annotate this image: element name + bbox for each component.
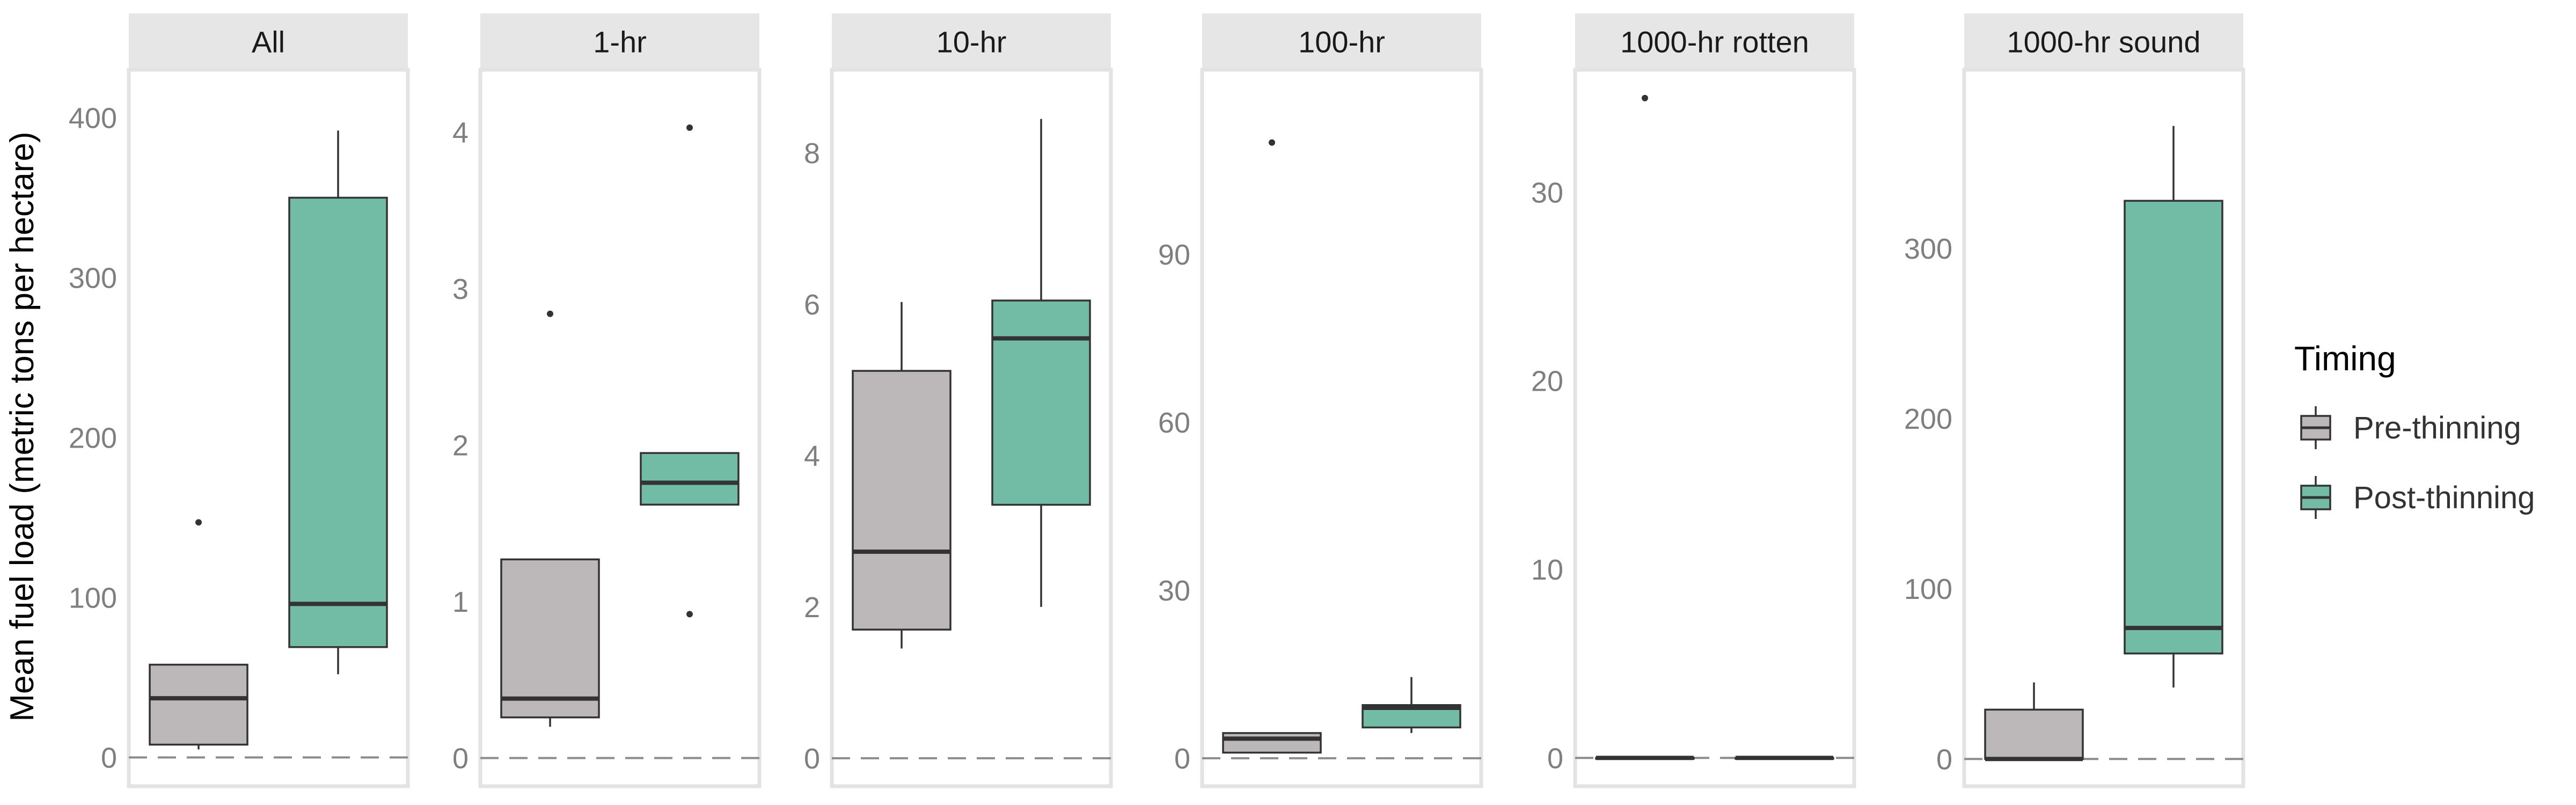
facet-strip (129, 13, 408, 70)
facet-panel-5: 1000-hr sound 0 100 200 300 (1904, 13, 2245, 788)
y-tick-label: 2 (804, 591, 820, 624)
facet-strip (832, 13, 1111, 70)
y-tick-label: 30 (1531, 177, 1563, 209)
box-iqr (1222, 732, 1322, 754)
y-tick-label: 10 (1531, 554, 1563, 586)
y-tick-label: 200 (69, 422, 117, 454)
facet-label: 1000-hr sound (2007, 25, 2200, 59)
box-iqr (640, 452, 740, 506)
box-pre-thinning (149, 519, 248, 750)
y-tick-label: 30 (1158, 575, 1190, 607)
box-pre-thinning (1984, 682, 2084, 762)
y-tick-label: 2 (452, 430, 469, 462)
y-tick-label: 0 (1174, 743, 1190, 775)
box-post-thinning (640, 124, 740, 618)
box-pre-thinning (500, 310, 600, 727)
facet-panel-2: 10-hr 0 2 4 6 8 (804, 13, 1113, 788)
y-tick-label: 0 (1547, 742, 1563, 774)
facet-label: All (252, 25, 285, 59)
outlier-point (195, 519, 202, 526)
y-tick-label: 20 (1531, 365, 1563, 398)
y-tick-label: 100 (69, 582, 117, 614)
box-post-thinning (1362, 677, 1461, 733)
legend-title: Timing (2294, 339, 2396, 378)
y-tick-label: 0 (101, 742, 117, 774)
outlier-point (686, 124, 693, 131)
facet-panel-4: 1000-hr rotten 0 10 20 30 (1531, 13, 1856, 788)
panel-border (1962, 68, 2245, 788)
box-post-thinning (1735, 756, 1834, 760)
y-tick-label: 60 (1158, 407, 1190, 439)
outlier-point (1269, 139, 1275, 146)
legend-key-pre-thinning (2300, 406, 2331, 449)
legend-key-post-thinning (2300, 476, 2331, 519)
box-iqr (149, 663, 248, 746)
y-tick-label: 300 (1904, 233, 1952, 265)
y-tick-label: 300 (69, 262, 117, 294)
y-tick-label: 90 (1158, 239, 1190, 271)
y-tick-label: 3 (452, 273, 469, 305)
facet-strip (480, 13, 759, 70)
y-tick-label: 6 (804, 289, 820, 321)
box-pre-thinning (1595, 94, 1695, 760)
facet-panel-1: 1-hr 0 1 2 3 4 (452, 13, 762, 788)
outlier-point (1642, 94, 1648, 101)
box-post-thinning (991, 119, 1091, 607)
y-tick-label: 4 (804, 440, 820, 472)
legend: Timing Pre-thinning Post-thinning (2294, 339, 2535, 519)
y-tick-label: 1 (452, 586, 469, 618)
panel-border (1573, 68, 1856, 788)
y-tick-label: 0 (1936, 743, 1952, 775)
panel-border (1200, 68, 1483, 788)
box-iqr (991, 299, 1091, 506)
y-tick-label: 4 (452, 117, 469, 149)
facet-panel-3: 100-hr 0 30 60 90 (1158, 13, 1483, 788)
box-post-thinning (288, 130, 388, 675)
box-iqr (852, 370, 952, 631)
facet-strip (1575, 13, 1854, 70)
y-tick-label: 8 (804, 137, 820, 170)
outlier-point (547, 310, 553, 317)
y-tick-label: 0 (452, 743, 469, 775)
facet-strip (1202, 13, 1481, 70)
y-tick-label: 200 (1904, 403, 1952, 435)
legend-label: Pre-thinning (2353, 411, 2521, 445)
y-tick-label: 0 (804, 743, 820, 775)
facet-strip (1964, 13, 2243, 70)
facet-label: 1-hr (593, 25, 647, 59)
box-iqr (1984, 708, 2084, 760)
y-axis-title: Mean fuel load (metric tons per hectare) (4, 131, 41, 721)
y-tick-label: 100 (1904, 573, 1952, 605)
panel-border (478, 68, 762, 788)
y-tick-label: 400 (69, 102, 117, 134)
box-iqr (2124, 200, 2223, 655)
box-iqr (500, 558, 600, 719)
facet-label: 10-hr (936, 25, 1007, 59)
box-iqr (288, 196, 388, 648)
outlier-point (686, 611, 693, 618)
box-pre-thinning (852, 302, 952, 649)
legend-label: Post-thinning (2353, 480, 2535, 515)
panel-border (127, 68, 410, 788)
box-pre-thinning (1222, 139, 1322, 754)
box-post-thinning (2124, 126, 2223, 688)
panel-border (830, 68, 1113, 788)
facet-label: 100-hr (1298, 25, 1385, 59)
facet-panel-0: All 0 100 200 300 400 (69, 13, 410, 788)
facet-label: 1000-hr rotten (1620, 25, 1809, 59)
